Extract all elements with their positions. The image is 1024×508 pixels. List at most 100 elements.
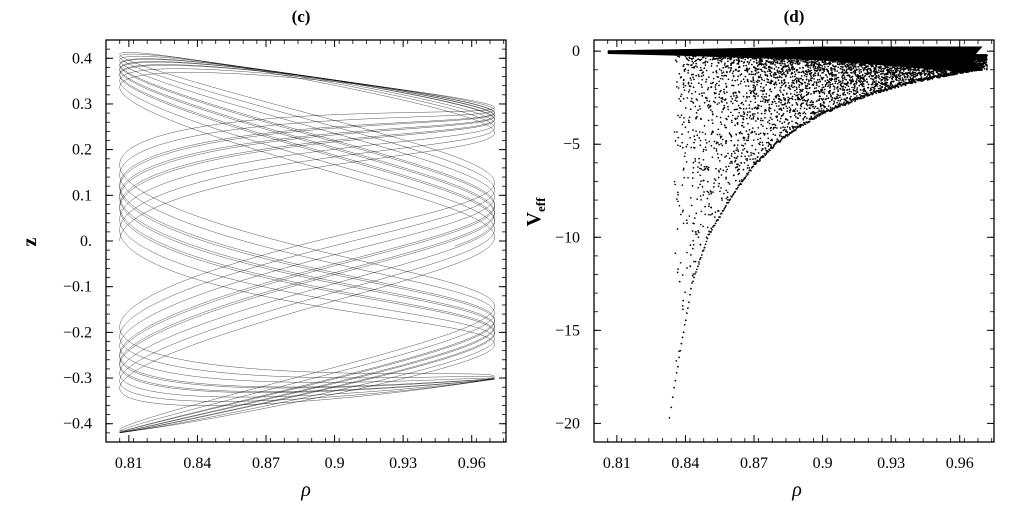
scatter-point (781, 67, 784, 69)
scatter-point (705, 236, 708, 239)
scatter-point (754, 113, 756, 115)
scatter-point (700, 75, 703, 78)
scatter-point (716, 141, 718, 143)
scatter-point (708, 106, 711, 108)
scatter-point (742, 95, 745, 98)
scatter-point (855, 59, 857, 62)
scatter-point (670, 406, 673, 409)
scatter-point (729, 198, 732, 201)
scatter-point (817, 68, 819, 70)
scatter-point (831, 96, 834, 99)
scatter-point (860, 68, 862, 71)
scatter-point (793, 68, 796, 71)
scatter-point (825, 95, 828, 97)
scatter-point (711, 82, 714, 84)
scatter-point (856, 87, 859, 89)
scatter-point (719, 121, 722, 123)
scatter-point (841, 76, 843, 79)
scatter-point (851, 54, 854, 56)
scatter-point (933, 61, 936, 63)
scatter-point (779, 139, 782, 142)
scatter-point (886, 76, 889, 78)
scatter-point (807, 79, 810, 81)
scatter-point (815, 90, 818, 92)
scatter-point (975, 61, 978, 64)
scatter-point (708, 213, 710, 216)
scatter-point (854, 73, 857, 76)
scatter-point (682, 65, 685, 67)
scatter-point (706, 180, 709, 183)
scatter-point (784, 102, 786, 105)
scatter-point (890, 75, 892, 77)
scatter-point (691, 58, 693, 61)
scatter-point (767, 55, 770, 57)
scatter-point (711, 110, 714, 113)
scatter-point (727, 201, 730, 204)
scatter-point (849, 97, 851, 100)
scatter-point (900, 56, 902, 58)
scatter-point (780, 115, 783, 117)
scatter-point (903, 61, 906, 64)
scatter-point (752, 161, 755, 164)
scatter-point (958, 59, 960, 62)
scatter-point (850, 95, 852, 98)
scatter-point (693, 78, 695, 81)
scatter-point (682, 308, 684, 311)
scatter-point (799, 98, 802, 101)
scatter-point (688, 85, 691, 87)
scatter-point (766, 81, 769, 84)
scatter-point (846, 68, 848, 71)
scatter-point (738, 184, 741, 186)
scatter-point (745, 130, 748, 133)
scatter-point (766, 101, 769, 103)
scatter-point (981, 68, 983, 71)
scatter-point (699, 167, 701, 170)
scatter-point (757, 95, 759, 97)
scatter-point (837, 86, 839, 88)
scatter-point (700, 198, 702, 201)
scatter-point (878, 81, 881, 84)
scatter-point (742, 126, 745, 129)
scatter-point (846, 92, 849, 94)
scatter-point (764, 74, 767, 77)
scatter-point (737, 150, 740, 153)
scatter-point (717, 176, 720, 179)
scatter-point (679, 213, 682, 216)
scatter-point (750, 90, 753, 93)
scatter-point (677, 136, 680, 139)
scatter-point (897, 82, 900, 85)
scatter-point (841, 70, 844, 73)
scatter-point (818, 66, 821, 69)
scatter-point (721, 78, 724, 80)
scatter-point (710, 65, 713, 67)
scatter-point (688, 301, 690, 304)
scatter-point (819, 114, 821, 117)
scatter-point (721, 55, 724, 58)
scatter-point (743, 80, 746, 83)
scatter-point (720, 100, 723, 102)
scatter-point (951, 73, 954, 76)
scatter-point (872, 86, 875, 89)
scatter-point (899, 74, 902, 77)
scatter-point (911, 72, 914, 75)
scatter-point (727, 181, 730, 184)
scatter-point (708, 233, 711, 236)
scatter-point (838, 102, 841, 105)
scatter-point (729, 57, 732, 60)
scatter-point (767, 78, 770, 81)
scatter-point (898, 71, 901, 73)
scatter-point (681, 274, 684, 276)
scatter-point (711, 156, 714, 159)
scatter-point (904, 63, 906, 66)
scatter-point (718, 182, 720, 185)
scatter-point (765, 67, 768, 70)
scatter-point (829, 86, 831, 89)
scatter-point (814, 105, 817, 108)
scatter-point (851, 63, 854, 66)
scatter-point (710, 144, 713, 147)
scatter-point (757, 54, 760, 56)
scatter-point (780, 81, 783, 84)
scatter-point (914, 71, 917, 74)
scatter-point (704, 62, 706, 64)
scatter-point (708, 140, 711, 143)
